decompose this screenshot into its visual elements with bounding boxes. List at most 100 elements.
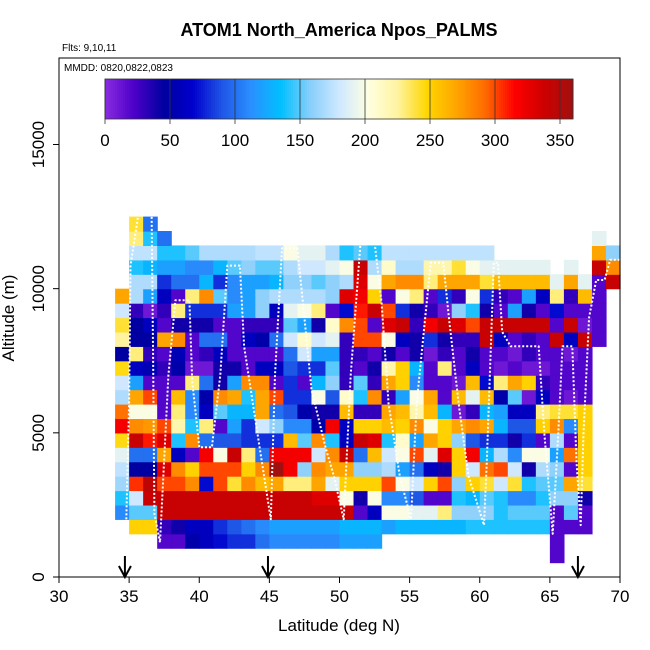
heatmap-cell (353, 461, 369, 477)
heatmap-cell (521, 432, 537, 448)
heatmap-cell (311, 375, 327, 391)
colorbar-segment (173, 79, 176, 119)
heatmap-cell (325, 360, 341, 376)
colorbar-segment (529, 79, 532, 119)
heatmap-cell (255, 519, 270, 535)
heatmap-cell (381, 418, 397, 434)
colorbar-segment (459, 79, 462, 119)
heatmap-cell (241, 331, 256, 347)
heatmap-cell (283, 331, 299, 347)
heatmap-cell (437, 461, 453, 477)
heatmap-cell (507, 504, 523, 520)
colorbar-segment (263, 79, 266, 119)
colorbar-segment (377, 79, 380, 119)
heatmap-cell (549, 317, 565, 333)
colorbar-tick-label: 150 (286, 131, 314, 150)
heatmap-cell (437, 331, 453, 347)
heatmap-cell (185, 360, 200, 376)
colorbar-segment (267, 79, 270, 119)
heatmap-cell (423, 360, 439, 376)
heatmap-cell (479, 360, 495, 376)
heatmap-cell (311, 317, 327, 333)
colorbar-segment (153, 79, 156, 119)
colorbar-segment (147, 79, 150, 119)
heatmap-cell (577, 303, 593, 319)
colorbar-segment (337, 79, 340, 119)
marker-arrow-head (118, 565, 132, 580)
heatmap-cell (563, 331, 579, 347)
heatmap-cell (129, 259, 144, 275)
colorbar-segment (273, 79, 276, 119)
heatmap-cell (437, 360, 453, 376)
heatmap-cell (157, 418, 172, 434)
heatmap-cell (535, 259, 551, 275)
heatmap-cell (423, 245, 439, 261)
heatmap-cell (577, 317, 593, 333)
heatmap-cell (479, 476, 495, 492)
colorbar-segment (185, 79, 188, 119)
colorbar-segment (511, 79, 514, 119)
colorbar-segment (499, 79, 502, 119)
heatmap-cell (171, 461, 186, 477)
heatmap-cell (143, 259, 158, 275)
heatmap-cell (157, 504, 172, 520)
heatmap-cell (493, 418, 509, 434)
heatmap-cell (535, 303, 551, 319)
colorbar-segment (295, 79, 298, 119)
heatmap-cell (171, 317, 186, 333)
colorbar-segment (405, 79, 408, 119)
colorbar-segment (237, 79, 240, 119)
colorbar-segment (395, 79, 398, 119)
heatmap-cell (325, 432, 341, 448)
heatmap-cell (325, 418, 341, 434)
colorbar-segment (305, 79, 308, 119)
colorbar-segment (245, 79, 248, 119)
colorbar-segment (363, 79, 366, 119)
heatmap-cell (213, 274, 228, 290)
colorbar-segment (201, 79, 204, 119)
colorbar-segment (125, 79, 128, 119)
colorbar-segment (479, 79, 482, 119)
heatmap-cell (591, 331, 607, 347)
heatmap-cell (395, 519, 411, 535)
heatmap-cell (199, 519, 214, 535)
heatmap-cell (185, 461, 200, 477)
heatmap-cell (185, 245, 200, 261)
heatmap-cell (451, 461, 467, 477)
heatmap-cell (339, 404, 355, 420)
heatmap-cell (479, 288, 495, 304)
heatmap-cell (507, 346, 523, 362)
heatmap-cell (367, 360, 383, 376)
heatmap-cell (465, 461, 481, 477)
heatmap-cell (479, 274, 495, 290)
colorbar-segment (289, 79, 292, 119)
heatmap-cell (409, 288, 425, 304)
heatmap-cell (549, 447, 565, 463)
heatmap-cell (339, 533, 355, 549)
heatmap-cell (479, 259, 495, 275)
colorbar-segment (127, 79, 130, 119)
heatmap-cell (255, 533, 270, 549)
heatmap-cell (591, 274, 607, 290)
colorbar-segment (333, 79, 336, 119)
heatmap-cell (241, 404, 256, 420)
heatmap-cell (465, 389, 481, 405)
heatmap-cell (521, 274, 537, 290)
heatmap-cell (395, 288, 411, 304)
latitude-markers (118, 556, 585, 580)
colorbar-segment (129, 79, 132, 119)
heatmap-cell (591, 231, 607, 247)
colorbar-segment (533, 79, 536, 119)
colorbar-segment (347, 79, 350, 119)
heatmap-cell (521, 476, 537, 492)
heatmap-cell (171, 533, 186, 549)
colorbar-segment (551, 79, 554, 119)
heatmap-cell (423, 274, 439, 290)
heatmap-cell (367, 476, 383, 492)
heatmap-cell (227, 375, 242, 391)
heatmap-cell (423, 432, 439, 448)
colorbar-segment (119, 79, 122, 119)
colorbar-segment (431, 79, 434, 119)
colorbar-segment (319, 79, 322, 119)
colorbar-tick-label: 300 (481, 131, 509, 150)
